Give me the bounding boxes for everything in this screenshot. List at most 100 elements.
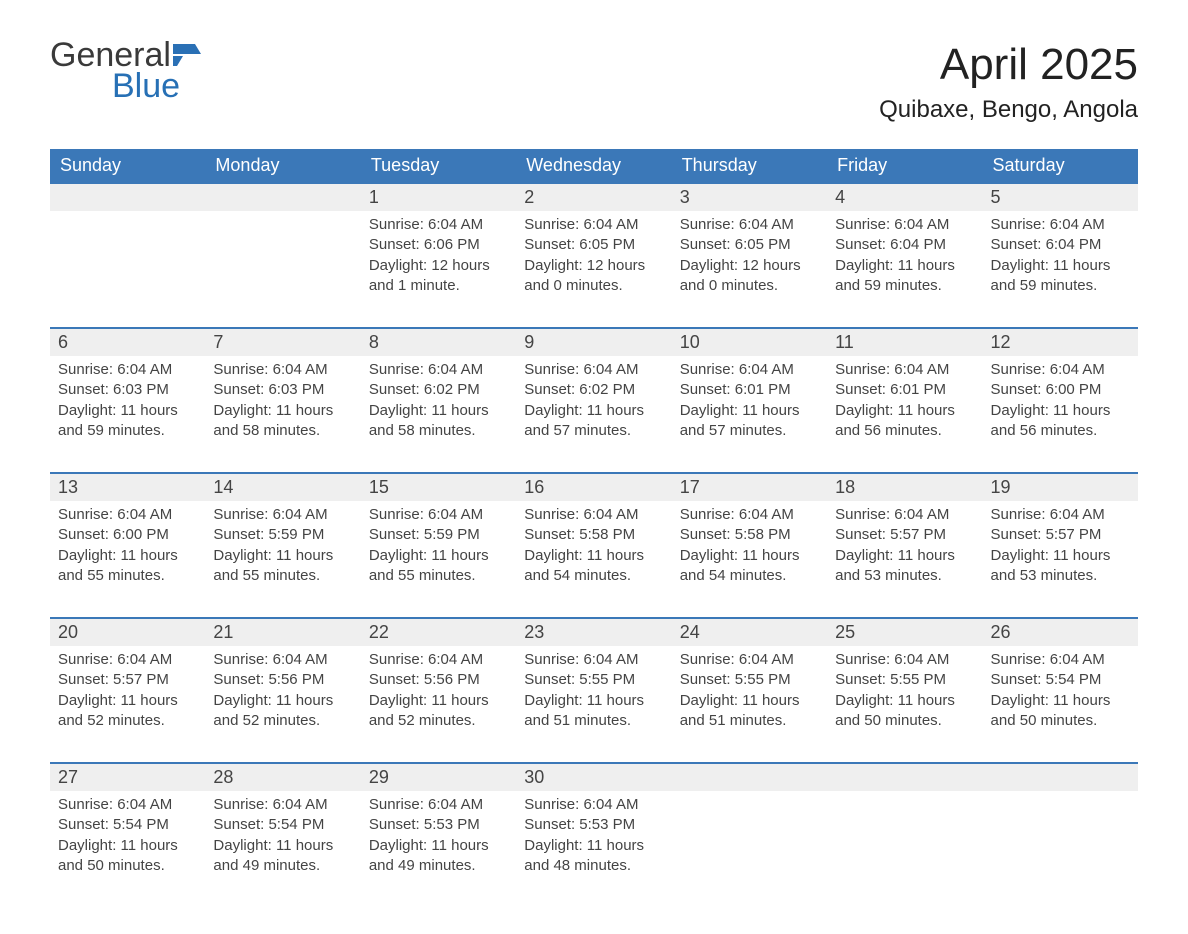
day-content-cell: Sunrise: 6:04 AMSunset: 5:57 PMDaylight:… bbox=[50, 646, 205, 749]
sunset-text: Sunset: 6:01 PM bbox=[835, 380, 974, 400]
day-content-cell: Sunrise: 6:04 AMSunset: 6:04 PMDaylight:… bbox=[983, 211, 1138, 314]
day-content-cell: Sunrise: 6:04 AMSunset: 6:06 PMDaylight:… bbox=[361, 211, 516, 314]
day-content-cell: Sunrise: 6:04 AMSunset: 6:00 PMDaylight:… bbox=[50, 501, 205, 604]
sunrise-text: Sunrise: 6:04 AM bbox=[58, 360, 197, 380]
day-content-cell: Sunrise: 6:04 AMSunset: 5:56 PMDaylight:… bbox=[205, 646, 360, 749]
day-content-cell bbox=[672, 791, 827, 894]
week-separator bbox=[50, 749, 1138, 763]
day-content-cell: Sunrise: 6:04 AMSunset: 5:55 PMDaylight:… bbox=[672, 646, 827, 749]
day-number-cell: 12 bbox=[983, 328, 1138, 356]
sunrise-text: Sunrise: 6:04 AM bbox=[835, 650, 974, 670]
sunset-text: Sunset: 5:56 PM bbox=[369, 670, 508, 690]
week-daynum-row: 6789101112 bbox=[50, 328, 1138, 356]
location-text: Quibaxe, Bengo, Angola bbox=[879, 96, 1138, 124]
sunset-text: Sunset: 6:04 PM bbox=[835, 235, 974, 255]
sunrise-text: Sunrise: 6:04 AM bbox=[991, 215, 1130, 235]
logo-general-text: General bbox=[50, 40, 171, 71]
sunrise-text: Sunrise: 6:04 AM bbox=[524, 505, 663, 525]
sunrise-text: Sunrise: 6:04 AM bbox=[524, 360, 663, 380]
day-content-cell: Sunrise: 6:04 AMSunset: 6:02 PMDaylight:… bbox=[361, 356, 516, 459]
sunset-text: Sunset: 6:00 PM bbox=[58, 525, 197, 545]
sunrise-text: Sunrise: 6:04 AM bbox=[991, 360, 1130, 380]
sunset-text: Sunset: 5:55 PM bbox=[680, 670, 819, 690]
day-number-cell: 3 bbox=[672, 183, 827, 211]
sunrise-text: Sunrise: 6:04 AM bbox=[369, 215, 508, 235]
day-number-cell: 22 bbox=[361, 618, 516, 646]
day-content-cell: Sunrise: 6:04 AMSunset: 6:04 PMDaylight:… bbox=[827, 211, 982, 314]
day-content-cell bbox=[983, 791, 1138, 894]
week-content-row: Sunrise: 6:04 AMSunset: 5:54 PMDaylight:… bbox=[50, 791, 1138, 894]
day-number-cell: 6 bbox=[50, 328, 205, 356]
day-content-cell: Sunrise: 6:04 AMSunset: 5:54 PMDaylight:… bbox=[983, 646, 1138, 749]
day-header-saturday: Saturday bbox=[983, 149, 1138, 183]
daylight-text: Daylight: 11 hours and 54 minutes. bbox=[524, 546, 663, 587]
sunset-text: Sunset: 5:59 PM bbox=[213, 525, 352, 545]
daylight-text: Daylight: 11 hours and 58 minutes. bbox=[213, 401, 352, 442]
sunrise-text: Sunrise: 6:04 AM bbox=[213, 360, 352, 380]
month-title: April 2025 bbox=[879, 40, 1138, 90]
sunrise-text: Sunrise: 6:04 AM bbox=[213, 650, 352, 670]
day-number-cell bbox=[983, 763, 1138, 791]
sunset-text: Sunset: 5:53 PM bbox=[524, 815, 663, 835]
day-content-cell: Sunrise: 6:04 AMSunset: 6:05 PMDaylight:… bbox=[672, 211, 827, 314]
day-number-cell: 13 bbox=[50, 473, 205, 501]
day-content-cell bbox=[827, 791, 982, 894]
daylight-text: Daylight: 11 hours and 59 minutes. bbox=[835, 256, 974, 297]
sunset-text: Sunset: 6:01 PM bbox=[680, 380, 819, 400]
day-number-cell: 27 bbox=[50, 763, 205, 791]
sunrise-text: Sunrise: 6:04 AM bbox=[369, 360, 508, 380]
day-content-cell: Sunrise: 6:04 AMSunset: 6:01 PMDaylight:… bbox=[672, 356, 827, 459]
day-number-cell bbox=[672, 763, 827, 791]
sunrise-text: Sunrise: 6:04 AM bbox=[680, 360, 819, 380]
separator-cell bbox=[50, 459, 1138, 473]
sunrise-text: Sunrise: 6:04 AM bbox=[991, 505, 1130, 525]
day-content-cell: Sunrise: 6:04 AMSunset: 5:56 PMDaylight:… bbox=[361, 646, 516, 749]
week-daynum-row: 20212223242526 bbox=[50, 618, 1138, 646]
daylight-text: Daylight: 12 hours and 0 minutes. bbox=[524, 256, 663, 297]
day-content-cell: Sunrise: 6:04 AMSunset: 6:05 PMDaylight:… bbox=[516, 211, 671, 314]
daylight-text: Daylight: 11 hours and 50 minutes. bbox=[58, 836, 197, 877]
sunset-text: Sunset: 6:03 PM bbox=[213, 380, 352, 400]
sunset-text: Sunset: 5:59 PM bbox=[369, 525, 508, 545]
daylight-text: Daylight: 11 hours and 59 minutes. bbox=[58, 401, 197, 442]
daylight-text: Daylight: 11 hours and 48 minutes. bbox=[524, 836, 663, 877]
week-daynum-row: 12345 bbox=[50, 183, 1138, 211]
sunrise-text: Sunrise: 6:04 AM bbox=[835, 215, 974, 235]
day-content-cell: Sunrise: 6:04 AMSunset: 5:58 PMDaylight:… bbox=[516, 501, 671, 604]
day-content-cell: Sunrise: 6:04 AMSunset: 6:02 PMDaylight:… bbox=[516, 356, 671, 459]
day-number-cell: 11 bbox=[827, 328, 982, 356]
sunrise-text: Sunrise: 6:04 AM bbox=[213, 505, 352, 525]
day-number-cell: 7 bbox=[205, 328, 360, 356]
separator-cell bbox=[50, 314, 1138, 328]
daylight-text: Daylight: 11 hours and 55 minutes. bbox=[369, 546, 508, 587]
sunrise-text: Sunrise: 6:04 AM bbox=[991, 650, 1130, 670]
sunset-text: Sunset: 6:05 PM bbox=[680, 235, 819, 255]
sunrise-text: Sunrise: 6:04 AM bbox=[58, 795, 197, 815]
day-content-cell: Sunrise: 6:04 AMSunset: 5:57 PMDaylight:… bbox=[827, 501, 982, 604]
daylight-text: Daylight: 11 hours and 52 minutes. bbox=[213, 691, 352, 732]
sunrise-text: Sunrise: 6:04 AM bbox=[369, 650, 508, 670]
daylight-text: Daylight: 11 hours and 49 minutes. bbox=[369, 836, 508, 877]
week-content-row: Sunrise: 6:04 AMSunset: 6:03 PMDaylight:… bbox=[50, 356, 1138, 459]
title-block: April 2025 Quibaxe, Bengo, Angola bbox=[879, 40, 1138, 124]
logo: General Blue bbox=[50, 40, 201, 101]
daylight-text: Daylight: 11 hours and 54 minutes. bbox=[680, 546, 819, 587]
daylight-text: Daylight: 11 hours and 57 minutes. bbox=[680, 401, 819, 442]
day-content-cell: Sunrise: 6:04 AMSunset: 5:53 PMDaylight:… bbox=[516, 791, 671, 894]
daylight-text: Daylight: 11 hours and 55 minutes. bbox=[213, 546, 352, 587]
sunset-text: Sunset: 5:58 PM bbox=[680, 525, 819, 545]
calendar-table: Sunday Monday Tuesday Wednesday Thursday… bbox=[50, 149, 1138, 894]
separator-cell bbox=[50, 749, 1138, 763]
sunset-text: Sunset: 6:06 PM bbox=[369, 235, 508, 255]
day-number-cell bbox=[827, 763, 982, 791]
daylight-text: Daylight: 11 hours and 50 minutes. bbox=[991, 691, 1130, 732]
sunrise-text: Sunrise: 6:04 AM bbox=[524, 215, 663, 235]
day-content-cell: Sunrise: 6:04 AMSunset: 5:59 PMDaylight:… bbox=[205, 501, 360, 604]
sunset-text: Sunset: 5:55 PM bbox=[835, 670, 974, 690]
sunset-text: Sunset: 5:54 PM bbox=[991, 670, 1130, 690]
daylight-text: Daylight: 11 hours and 49 minutes. bbox=[213, 836, 352, 877]
daylight-text: Daylight: 12 hours and 0 minutes. bbox=[680, 256, 819, 297]
day-number-cell: 17 bbox=[672, 473, 827, 501]
week-separator bbox=[50, 314, 1138, 328]
week-separator bbox=[50, 459, 1138, 473]
